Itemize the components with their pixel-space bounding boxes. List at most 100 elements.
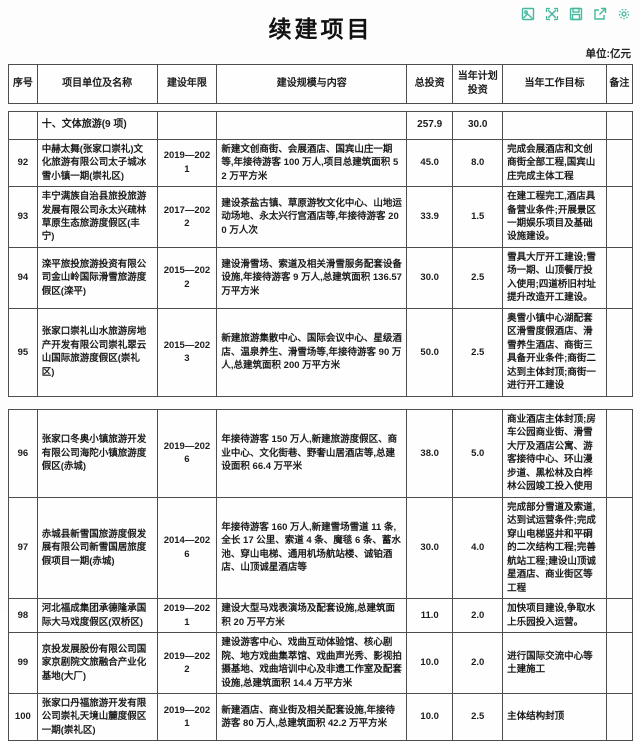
cell-plan: 2.5 — [452, 246, 504, 309]
table-row: 99 京投发展股份有限公司国家京剧院文旅融合产业化基地(大厂) 2019—202… — [8, 632, 634, 694]
settings-icon[interactable] — [616, 6, 631, 21]
cell-years: 2019—2021 — [156, 692, 218, 741]
cell-plan: 5.0 — [452, 408, 504, 498]
cell-goal: 奥雪小镇中心湖配套区滑雪度假酒店、滑雪养生酒店、商街三具备开业条件;商街二达到主… — [502, 307, 607, 397]
cell-name: 赤城县新雪国旅游度假发展有限公司新雪国居旅度假项目一期(赤城) — [36, 496, 158, 600]
cell-total: 45.0 — [406, 138, 454, 188]
table-block-2: 96 张家口冬奥小镇旅游开发有限公司海陀小镇旅游度假区(赤城) 2019—202… — [8, 408, 634, 741]
cell-content: 年接待游客 150 万人,新建旅游度假区、商业中心、文化街巷、野奢山居酒店等,总… — [216, 408, 408, 498]
cell-content: 新建文创商街、会展酒店、国宾山庄一期等,年接待游客 100 万人,项目总建筑面积… — [216, 138, 408, 188]
cell-goal: 雪具大厅开工建设;雪场一期、山顶餐厅投入使用;四道桥旧村址提升改造开工建设。 — [502, 246, 607, 309]
cell-total: 50.0 — [406, 307, 454, 397]
cell-goal: 商业酒店主体封顶;房车公园商业街、滑雪大厅及酒店公寓、游客接待中心、环山漫步道、… — [502, 408, 607, 498]
table-row: 97 赤城县新雪国旅游度假发展有限公司新雪国居旅度假项目一期(赤城) 2014—… — [8, 496, 634, 600]
section-row: 十、文体旅游(9 项) 257.9 30.0 — [8, 111, 634, 140]
col-header-goal: 当年工作目标 — [502, 63, 607, 105]
cell-years: 2019—2026 — [156, 408, 218, 498]
cell-years: 2019—2021 — [156, 138, 218, 188]
col-header-name: 项目单位及名称 — [36, 63, 158, 105]
cell-name: 中赫太舞(张家口崇礼)文化旅游有限公司太子城冰雪小镇一期(崇礼区) — [36, 138, 158, 188]
cell-years: 2017—2022 — [156, 186, 218, 248]
fullscreen-icon[interactable] — [544, 6, 559, 21]
table-row: 100 张家口丹福旅游开发有限公司崇礼天境山麓度假区一期(崇礼区) 2019—2… — [8, 692, 634, 741]
cell-years — [156, 111, 218, 140]
page-title: 续建项目 — [268, 16, 373, 42]
preview-icon[interactable] — [520, 6, 535, 21]
cell-note — [605, 408, 634, 498]
cell-years: 2015—2023 — [156, 307, 218, 397]
cell-no: 92 — [8, 138, 38, 188]
col-header-content: 建设规模与内容 — [216, 63, 408, 105]
cell-content: 建设茶盐古镇、草原游牧文化中心、山地运动场地、永太兴行宫酒店等,年接待游客 20… — [216, 186, 408, 248]
cell-goal: 完成会展酒店和文创商街全部工程,国宾山庄完成主体工程 — [502, 138, 607, 188]
cell-no: 99 — [8, 632, 38, 694]
cell-name: 丰宁满族自治县旅投旅游发展有限公司永太兴疏林草原生态旅游度假区(丰宁) — [36, 186, 158, 248]
cell-total: 10.0 — [406, 692, 454, 741]
cell-years: 2019—2021 — [156, 598, 218, 634]
share-icon[interactable] — [592, 6, 607, 21]
cell-no: 100 — [8, 692, 38, 741]
cell-content: 新建旅游集散中心、国际会议中心、星级酒店、温泉养生、滑雪场等,年接待游客 90 … — [216, 307, 408, 397]
table-block-1: 十、文体旅游(9 项) 257.9 30.0 92 中赫太舞(张家口崇礼)文化旅… — [8, 111, 634, 397]
table-header: 序号 项目单位及名称 建设年限 建设规模与内容 总投资 当年计划投资 当年工作目… — [8, 63, 634, 105]
table-row: 94 滦平旅投旅游投资有限公司金山岭国际滑雪旅游度假区(滦平) 2015—202… — [8, 246, 634, 309]
cell-total: 33.9 — [406, 186, 454, 248]
cell-note — [605, 186, 634, 248]
cell-note — [605, 496, 634, 600]
section-title: 十、文体旅游(9 项) — [36, 111, 158, 140]
cell-no — [8, 111, 38, 140]
cell-note — [605, 111, 634, 140]
title-bar: 续建项目 — [8, 4, 633, 46]
viewer-toolbar — [520, 6, 631, 21]
section-total: 257.9 — [406, 111, 454, 140]
cell-goal — [502, 111, 607, 140]
col-header-total: 总投资 — [406, 63, 454, 105]
cell-no: 96 — [8, 408, 38, 498]
table-row: 95 张家口崇礼山水旅游房地产开发有限公司崇礼翠云山国际旅游度假区(崇礼区) 2… — [8, 307, 634, 397]
cell-goal: 主体结构封顶 — [502, 692, 607, 741]
cell-name: 张家口丹福旅游开发有限公司崇礼天境山麓度假区一期(崇礼区) — [36, 692, 158, 741]
cell-goal: 在建工程完工,酒店具备营业条件;开展景区一期娱乐项目及基础设施建设。 — [502, 186, 607, 248]
cell-note — [605, 246, 634, 309]
cell-content: 年接待游客 160 万人,新建雪场雪道 11 条,全长 17 公里、索道 4 条… — [216, 496, 408, 600]
cell-plan: 2.5 — [452, 692, 504, 741]
cell-years: 2019—2022 — [156, 632, 218, 694]
cell-note — [605, 138, 634, 188]
table-row: 93 丰宁满族自治县旅投旅游发展有限公司永太兴疏林草原生态旅游度假区(丰宁) 2… — [8, 186, 634, 248]
cell-plan: 2.5 — [452, 307, 504, 397]
table-row: 98 河北福成集团承德隆承国际大马戏度假区(双桥区) 2019—2021 建设大… — [8, 598, 634, 634]
cell-no: 95 — [8, 307, 38, 397]
cell-note — [605, 692, 634, 741]
cell-total: 11.0 — [406, 598, 454, 634]
cell-name: 京投发展股份有限公司国家京剧院文旅融合产业化基地(大厂) — [36, 632, 158, 694]
save-icon[interactable] — [568, 6, 583, 21]
cell-note — [605, 307, 634, 397]
cell-name: 张家口崇礼山水旅游房地产开发有限公司崇礼翠云山国际旅游度假区(崇礼区) — [36, 307, 158, 397]
cell-goal: 完成部分雪道及索道,达到试运营条件;完成穿山电梯竖井和平硐的二次结构工程;完善航… — [502, 496, 607, 600]
cell-note — [605, 632, 634, 694]
cell-goal: 加快项目建设,争取水上乐园投入运营。 — [502, 598, 607, 634]
col-header-no: 序号 — [8, 63, 38, 105]
cell-plan: 4.0 — [452, 496, 504, 600]
cell-no: 98 — [8, 598, 38, 634]
document-page: 续建项目 — [8, 4, 634, 741]
cell-plan: 2.0 — [452, 598, 504, 634]
cell-no: 97 — [8, 496, 38, 600]
cell-years: 2014—2026 — [156, 496, 218, 600]
cell-plan: 8.0 — [452, 138, 504, 188]
cell-content: 新建酒店、商业街及相关配套设施,年接待游客 80 万人,总建筑面积 42.2 万… — [216, 692, 408, 741]
table-row: 96 张家口冬奥小镇旅游开发有限公司海陀小镇旅游度假区(赤城) 2019—202… — [8, 408, 634, 498]
cell-plan: 2.0 — [452, 632, 504, 694]
cell-no: 94 — [8, 246, 38, 309]
cell-content: 建设大型马戏表演场及配套设施,总建筑面积 20 万平方米 — [216, 598, 408, 634]
table-row: 92 中赫太舞(张家口崇礼)文化旅游有限公司太子城冰雪小镇一期(崇礼区) 201… — [8, 138, 634, 188]
cell-years: 2015—2022 — [156, 246, 218, 309]
cell-plan: 1.5 — [452, 186, 504, 248]
col-header-plan: 当年计划投资 — [452, 63, 504, 105]
cell-name: 河北福成集团承德隆承国际大马戏度假区(双桥区) — [36, 598, 158, 634]
col-header-note: 备注 — [605, 63, 634, 105]
section-plan: 30.0 — [452, 111, 504, 140]
cell-no: 93 — [8, 186, 38, 248]
header-row: 序号 项目单位及名称 建设年限 建设规模与内容 总投资 当年计划投资 当年工作目… — [8, 63, 634, 105]
cell-total: 30.0 — [406, 496, 454, 600]
